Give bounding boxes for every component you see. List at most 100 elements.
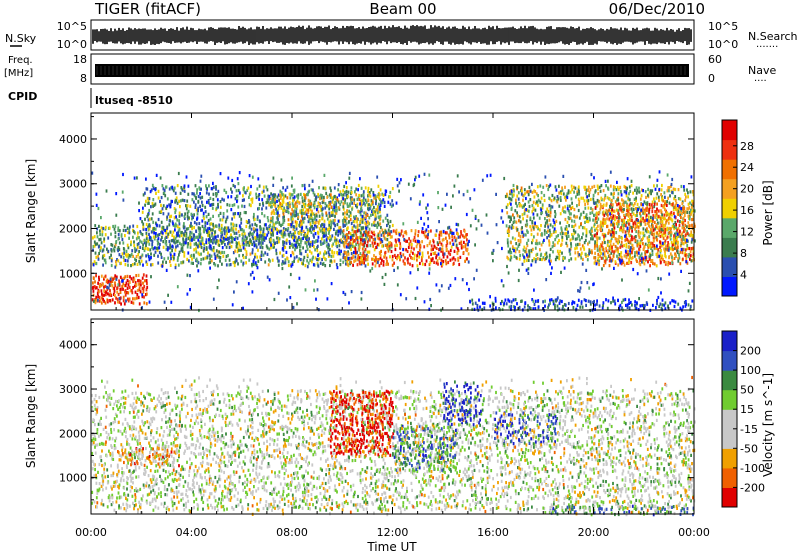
range-gate-cell — [256, 217, 259, 221]
range-gate-cell — [308, 237, 310, 241]
range-gate-cell — [144, 246, 147, 250]
range-gate-cell — [597, 236, 600, 240]
range-gate-cell — [644, 222, 647, 226]
range-gate-cell — [223, 198, 225, 202]
range-gate-cell — [181, 246, 184, 250]
range-gate-cell — [390, 249, 393, 254]
range-gate-cell — [375, 255, 377, 260]
range-gate-cell — [170, 300, 173, 304]
range-gate-cell — [670, 227, 672, 231]
range-gate-cell — [555, 235, 558, 239]
range-gate-cell — [366, 250, 369, 254]
range-gate-cell — [398, 255, 400, 259]
range-gate-cell — [610, 236, 613, 241]
range-gate-cell — [667, 241, 669, 245]
range-gate-cell — [591, 208, 594, 212]
range-gate-cell — [121, 284, 124, 289]
range-gate-cell — [176, 240, 178, 244]
range-gate-cell — [558, 191, 560, 195]
range-gate-cell — [139, 239, 141, 243]
range-gate-cell — [604, 193, 607, 198]
range-gate-cell — [296, 241, 299, 245]
range-gate-cell — [251, 251, 254, 255]
range-gate-cell — [692, 246, 695, 250]
range-gate-cell — [625, 233, 627, 237]
range-gate-cell — [193, 233, 195, 237]
range-gate-cell — [125, 281, 128, 285]
range-gate-cell — [377, 184, 380, 188]
range-gate-cell — [303, 255, 306, 259]
range-gate-cell — [574, 215, 577, 219]
range-gate-cell — [205, 186, 208, 191]
range-gate-cell — [145, 235, 148, 239]
range-gate-cell — [329, 200, 332, 204]
range-gate-cell — [109, 289, 111, 293]
range-gate-cell — [413, 253, 416, 257]
range-gate-cell — [609, 229, 611, 234]
range-gate-cell — [325, 204, 328, 208]
range-gate-cell — [410, 250, 412, 254]
range-gate-cell — [309, 229, 311, 233]
range-gate-cell — [542, 256, 545, 260]
range-gate-cell — [608, 217, 611, 221]
range-gate-cell — [265, 244, 268, 248]
range-gate-cell — [416, 258, 418, 262]
range-gate-cell — [379, 240, 382, 245]
range-gate-cell — [299, 251, 302, 255]
range-gate-cell — [668, 226, 671, 231]
range-gate-cell — [234, 249, 236, 253]
range-gate-cell — [589, 188, 592, 192]
range-gate-cell — [528, 306, 531, 310]
range-gate-cell — [364, 254, 367, 258]
range-gate-cell — [282, 216, 285, 220]
date-label: 06/Dec/2010 — [609, 0, 705, 18]
range-gate-cell — [210, 254, 213, 258]
range-gate-cell — [615, 237, 618, 241]
range-gate-cell — [571, 201, 573, 205]
range-gate-cell — [345, 262, 347, 266]
range-gate-cell — [687, 214, 690, 218]
range-gate-cell — [627, 196, 630, 200]
range-gate-cell — [554, 258, 557, 262]
range-gate-cell — [369, 234, 371, 238]
range-gate-cell — [265, 185, 268, 189]
range-gate-cell — [603, 234, 605, 238]
range-gate-cell — [101, 292, 103, 296]
range-gate-cell — [587, 254, 589, 258]
range-gate-cell — [441, 238, 444, 242]
range-gate-cell — [313, 221, 316, 225]
range-gate-cell — [299, 192, 302, 196]
range-gate-cell — [174, 210, 177, 215]
range-gate-cell — [593, 222, 596, 226]
range-gate-cell — [166, 248, 169, 252]
range-gate-cell — [332, 242, 335, 246]
range-gate-cell — [373, 223, 375, 227]
range-gate-cell — [118, 253, 121, 257]
range-gate-cell — [664, 202, 666, 206]
range-gate-cell — [334, 224, 336, 228]
range-gate-cell — [534, 307, 537, 311]
range-gate-cell — [238, 241, 240, 245]
range-gate-cell — [619, 228, 621, 232]
range-gate-cell — [376, 205, 379, 209]
range-gate-cell — [383, 204, 386, 208]
range-gate-cell — [612, 196, 615, 200]
range-gate-cell — [226, 236, 229, 240]
range-gate-cell — [164, 237, 166, 241]
range-gate-cell — [374, 210, 377, 214]
range-gate-cell — [462, 245, 465, 249]
range-gate-cell — [668, 212, 670, 216]
range-gate-cell — [659, 220, 662, 224]
range-gate-cell — [522, 248, 525, 252]
range-gate-cell — [395, 240, 397, 244]
range-gate-cell — [294, 231, 297, 235]
range-gate-cell — [530, 228, 533, 232]
range-gate-cell — [276, 240, 279, 244]
range-gate-cell — [348, 209, 350, 213]
range-gate-cell — [289, 241, 291, 245]
range-gate-cell — [683, 206, 686, 211]
range-gate-cell — [680, 233, 683, 237]
range-gate-cell — [139, 217, 142, 221]
range-gate-cell — [371, 200, 374, 204]
range-gate-cell — [356, 217, 359, 221]
